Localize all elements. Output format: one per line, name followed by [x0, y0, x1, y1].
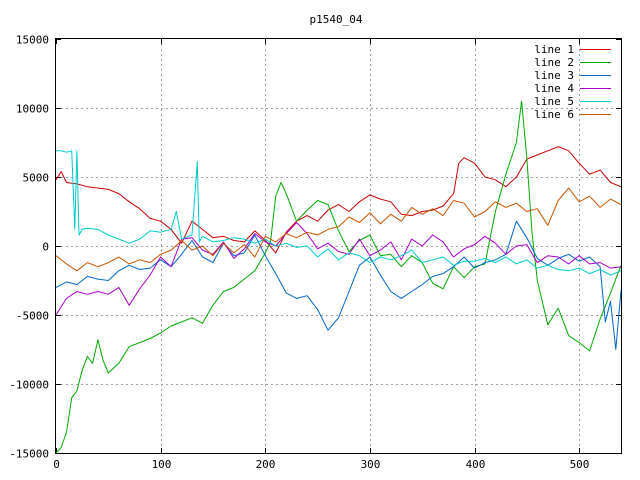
- axis-ticks: 0 100 200 300 400 500 -15000 -10000 -5000 0 5000 10…: [9, 34, 621, 471]
- x-tick-label: 100: [152, 458, 172, 471]
- series-line-2: [55, 100, 622, 454]
- series-line-3: [55, 220, 622, 350]
- x-tick-label: 400: [466, 458, 486, 471]
- grid-lines: [56, 39, 621, 453]
- series-line-6: [55, 187, 622, 272]
- y-tick-label: -10000: [9, 379, 49, 392]
- legend-label: line 2: [534, 56, 574, 69]
- series-lines: [55, 100, 622, 454]
- y-tick-label: 5000: [23, 172, 50, 185]
- y-tick-label: 15000: [16, 34, 49, 47]
- y-tick-label: -5000: [16, 310, 49, 323]
- x-tick-label: 500: [570, 458, 590, 471]
- legend-label: line 1: [534, 43, 574, 56]
- series-line-4: [55, 222, 622, 316]
- series-line-1: [55, 146, 622, 254]
- legend-label: line 4: [534, 82, 574, 95]
- x-tick-label: 200: [256, 458, 276, 471]
- legend-label: line 3: [534, 69, 574, 82]
- x-tick-label: 300: [361, 458, 381, 471]
- chart-title: p1540_04: [310, 13, 363, 26]
- y-tick-label: 0: [42, 241, 49, 254]
- x-tick-label: 0: [53, 458, 60, 471]
- series-line-5: [56, 150, 622, 276]
- legend-label: line 5: [534, 95, 574, 108]
- plot-frame: [55, 38, 622, 454]
- legend-label: line 6: [534, 108, 574, 121]
- y-tick-label: 10000: [16, 103, 49, 116]
- y-tick-label: -15000: [9, 448, 49, 461]
